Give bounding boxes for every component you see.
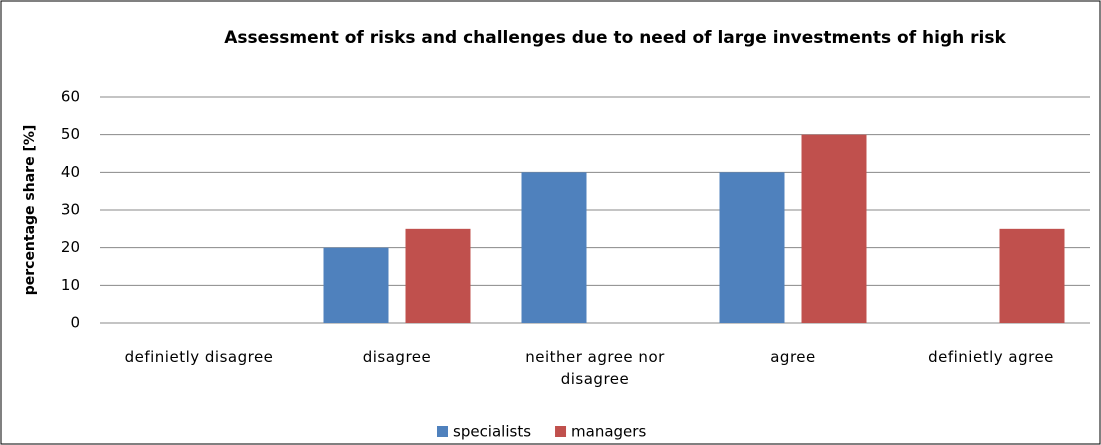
x-tick-label: definietly agree (928, 348, 1054, 366)
x-tick-label: neither agree nor disagree (525, 348, 665, 388)
y-tick-label: 60 (61, 88, 80, 106)
x-tick-label: disagree (362, 348, 432, 366)
y-tick-label: 10 (61, 276, 80, 294)
y-tick-label: 30 (61, 201, 80, 219)
legend-swatch (437, 426, 448, 437)
legend-swatch (555, 426, 567, 437)
x-tick-label: definietly disagree (124, 348, 274, 366)
legend-label: specialists (453, 423, 531, 441)
y-tick-label: 20 (61, 238, 80, 256)
bar (719, 172, 785, 323)
bar (323, 247, 389, 323)
bar (521, 172, 587, 323)
y-axis-label: percentage share [%] (22, 125, 38, 296)
chart-title: Assessment of risks and challenges due t… (224, 28, 1006, 48)
y-tick-label: 50 (61, 125, 80, 143)
bar (801, 134, 867, 323)
bar (999, 228, 1065, 323)
legend-label: managers (571, 423, 646, 441)
x-tick-label: agree (770, 348, 816, 366)
y-tick-label: 40 (61, 163, 80, 181)
bar (405, 228, 471, 323)
y-tick-label: 0 (70, 314, 80, 332)
